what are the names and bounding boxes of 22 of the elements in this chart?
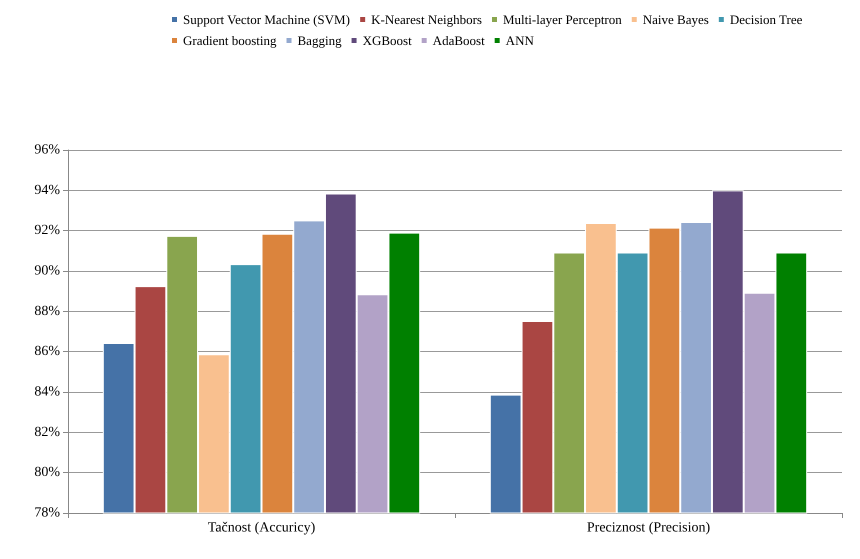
legend-label: Support Vector Machine (SVM) (183, 12, 350, 27)
y-tick-label: 78% (34, 506, 60, 520)
legend-label: XGBoost (362, 33, 412, 48)
legend-label: Naive Bayes (642, 12, 709, 27)
legend-label: Multi-layer Perceptron (502, 12, 622, 27)
legend-label: K-Nearest Neighbors (371, 12, 482, 27)
legend-label: Decision Tree (730, 12, 803, 27)
y-tick-label: 80% (34, 465, 60, 480)
y-tick-label: 96% (34, 142, 60, 158)
legend-label: ANN (506, 33, 534, 48)
y-tick-label: 82% (34, 424, 60, 440)
y-tick-label: 88% (34, 304, 60, 319)
y-tick-label: 84% (34, 384, 60, 400)
legend-label: Gradient boosting (183, 33, 278, 48)
y-tick-label: 94% (34, 182, 60, 198)
y-tick-label: 86% (34, 344, 60, 360)
y-tick-label: 92% (34, 223, 60, 238)
legend-label: AdaBoost (432, 33, 486, 48)
y-tick-label: 90% (34, 264, 60, 278)
legend-label: Bagging (298, 33, 342, 48)
x-tick-label: Tačnost (Accuricy) (208, 520, 316, 536)
x-tick-label: Preciznost (Precision) (586, 520, 710, 536)
